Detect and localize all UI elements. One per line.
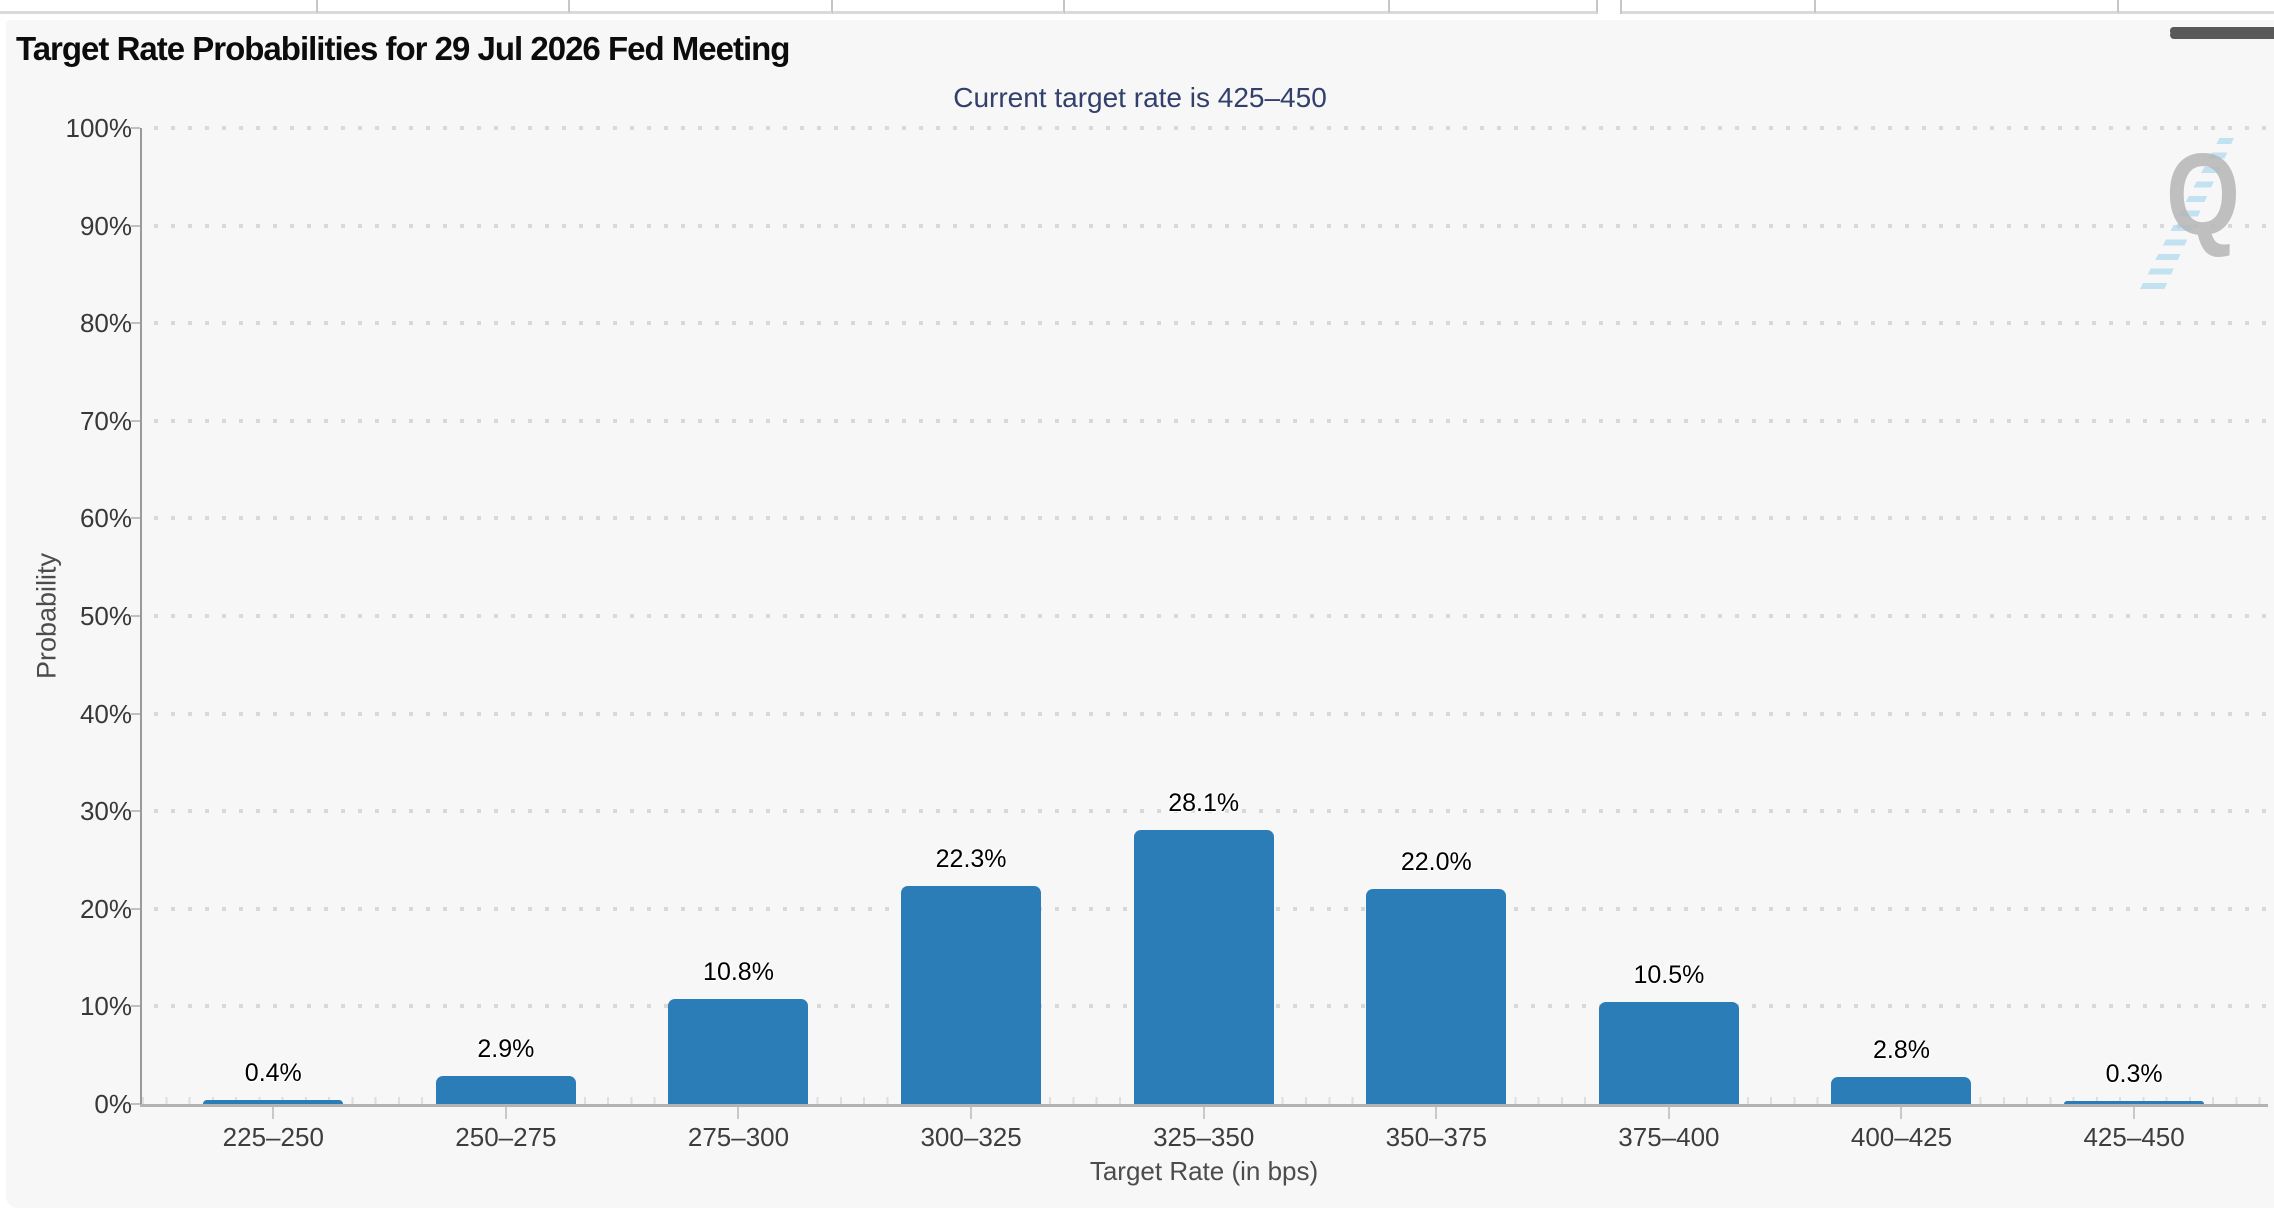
tab-2[interactable] — [318, 0, 570, 14]
gridline-60 — [154, 516, 2268, 521]
y-axis-title: Probability — [31, 552, 62, 680]
chart-title: Target Rate Probabilities for 29 Jul 202… — [16, 30, 790, 67]
x-tick — [1667, 1107, 1670, 1119]
x-category-label: 375–400 — [1618, 1122, 1720, 1152]
bar-slot-375–400: 10.5% 375–400 — [1553, 128, 1786, 1152]
bar-225–250[interactable] — [203, 1100, 344, 1104]
bar-slot-275–300: 10.8% 275–300 — [622, 128, 855, 1152]
x-category-label: 250–275 — [455, 1122, 557, 1152]
bar-slot-350–375: 22.0% 350–375 — [1320, 128, 1553, 1152]
tab-9[interactable] — [1816, 0, 2119, 14]
y-tick-label: 60% — [79, 503, 132, 534]
y-tick — [131, 224, 140, 227]
bar-slot-250–275: 2.9% 250–275 — [390, 128, 623, 1152]
x-tick — [970, 1107, 973, 1119]
hamburger-bar — [2170, 31, 2274, 39]
y-tick-label: 40% — [79, 698, 132, 729]
y-tick-label: 90% — [79, 210, 132, 241]
gridline-40 — [154, 711, 2268, 716]
y-tick — [131, 907, 140, 910]
y-tick — [131, 127, 140, 129]
bar-350–375[interactable] — [1366, 889, 1507, 1104]
y-tick — [131, 615, 140, 617]
gridline-100 — [154, 126, 2268, 130]
bar-value-label: 10.5% — [1633, 960, 1705, 989]
x-tick — [1435, 1107, 1438, 1119]
tab-strip — [0, 0, 2274, 14]
x-tick — [737, 1107, 740, 1119]
watermark-q-icon: Q — [2166, 129, 2240, 259]
bar-value-label: 2.8% — [1872, 1035, 1930, 1064]
y-tick — [131, 322, 140, 325]
plot-area: 0% 10% 20% 30% 40% 50% 60% 70% 80% 90% 100% 0.4% 225… — [66, 113, 2268, 1152]
y-tick-label: 100% — [65, 113, 133, 143]
tab-1[interactable] — [0, 0, 318, 14]
tab-7[interactable] — [1598, 0, 1622, 14]
gridline-80 — [154, 321, 2268, 326]
y-tick-label: 50% — [79, 601, 132, 631]
tab-4[interactable] — [833, 0, 1065, 14]
x-category-label: 275–300 — [687, 1122, 790, 1152]
bar-value-label: 10.8% — [703, 957, 774, 986]
y-tick-label: 80% — [79, 308, 132, 339]
bar-value-label: 0.3% — [2105, 1060, 2163, 1089]
bar-325–350[interactable] — [1133, 829, 1274, 1104]
gridline-30 — [154, 809, 2268, 814]
x-category-label: 225–250 — [222, 1122, 324, 1152]
y-tick-label: 70% — [79, 405, 132, 436]
bar-slot-425–450: 0.3% 425–450 — [2018, 128, 2251, 1152]
y-tick — [131, 810, 140, 813]
x-axis-title: Target Rate (in bps) — [1089, 1156, 1319, 1186]
bar-slot-225–250: 0.4% 225–250 — [157, 128, 390, 1152]
x-tick — [272, 1107, 275, 1119]
x-category-label: 325–350 — [1153, 1122, 1255, 1152]
chart-panel: Target Rate Probabilities for 29 Jul 202… — [6, 20, 2274, 1208]
x-category-label: 300–325 — [920, 1122, 1022, 1152]
chart-subtitle: Current target rate is 425–450 — [953, 82, 1327, 113]
x-category-label: 350–375 — [1385, 1122, 1487, 1152]
x-tick — [2133, 1107, 2136, 1119]
bar-slot-325–350: 28.1% 325–350 — [1087, 128, 1320, 1152]
bar-slot-300–325: 22.3% 300–325 — [855, 128, 1088, 1152]
y-tick-label: 30% — [79, 796, 132, 827]
bar-value-label: 28.1% — [1168, 788, 1240, 817]
bar-275–300[interactable] — [668, 998, 809, 1104]
gridline-50 — [154, 614, 2268, 618]
bar-300–325[interactable] — [901, 886, 1042, 1104]
x-tick — [1202, 1107, 1205, 1119]
x-category-label: 425–450 — [2083, 1122, 2185, 1152]
bar-250–275[interactable] — [435, 1075, 576, 1104]
bar-400–425[interactable] — [1831, 1076, 1972, 1104]
y-tick — [131, 1005, 140, 1008]
bar-value-label: 22.0% — [1400, 848, 1472, 877]
tab-5[interactable] — [1065, 0, 1390, 14]
gridline-70 — [154, 418, 2268, 423]
tab-3[interactable] — [570, 0, 833, 14]
tab-8[interactable] — [1622, 0, 1816, 14]
bar-slot-400–425: 2.8% 400–425 — [1785, 128, 2018, 1152]
bar-value-label: 0.4% — [244, 1059, 302, 1088]
x-tick — [1900, 1107, 1903, 1119]
y-tick — [131, 1103, 140, 1105]
x-tick — [504, 1107, 507, 1119]
y-tick-label: 10% — [79, 991, 132, 1022]
y-tick — [131, 712, 140, 715]
y-axis-line — [140, 128, 142, 1104]
y-tick-label: 20% — [79, 893, 132, 924]
tab-6[interactable] — [1390, 0, 1598, 14]
bar-value-label: 2.9% — [477, 1034, 535, 1063]
bar-375–400[interactable] — [1598, 1001, 1739, 1104]
tab-10[interactable] — [2119, 0, 2274, 14]
x-axis-line — [140, 1104, 2268, 1107]
bar-value-label: 22.3% — [935, 845, 1007, 874]
y-tick — [131, 419, 140, 422]
x-category-label: 400–425 — [1850, 1122, 1953, 1152]
y-tick — [131, 517, 140, 520]
gridline-90 — [154, 223, 2268, 228]
bar-425–450[interactable] — [2064, 1101, 2205, 1104]
y-tick-label: 0% — [94, 1089, 132, 1119]
